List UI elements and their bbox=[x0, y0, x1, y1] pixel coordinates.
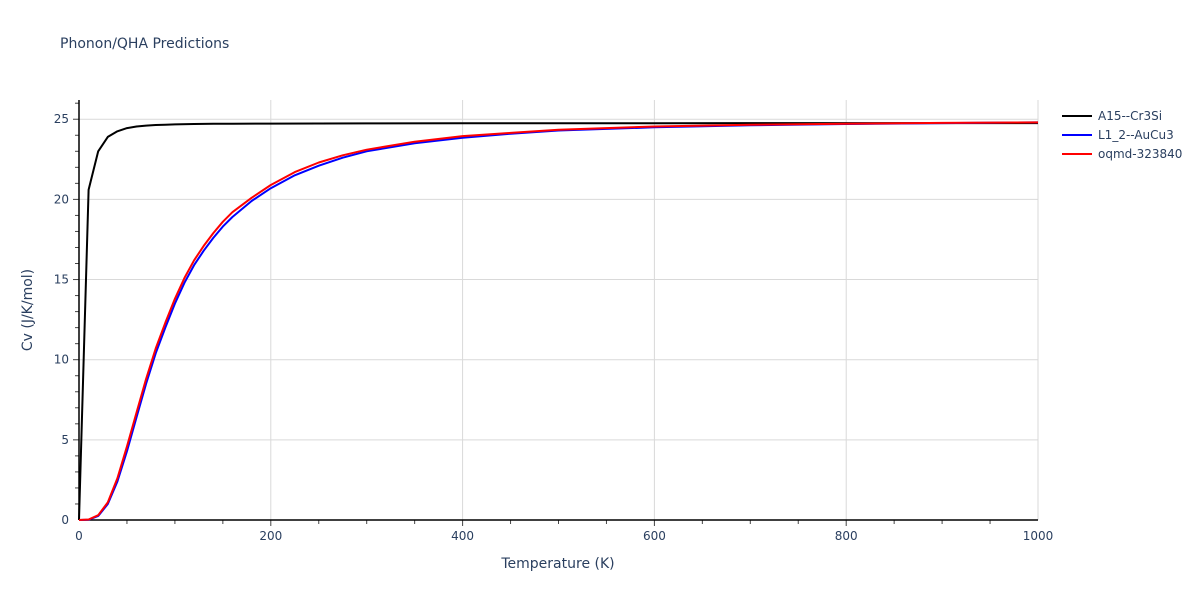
legend-label: L1_2--AuCu3 bbox=[1098, 127, 1174, 142]
y-tick-label: 15 bbox=[54, 273, 69, 287]
legend: A15--Cr3Si L1_2--AuCu3 oqmd-323840 bbox=[1062, 106, 1182, 163]
y-tick-label: 25 bbox=[54, 112, 69, 126]
x-tick-label: 200 bbox=[259, 529, 282, 543]
y-tick-label: 0 bbox=[61, 513, 69, 527]
legend-line-icon bbox=[1062, 152, 1092, 155]
axes bbox=[73, 100, 1038, 526]
chart-title: Phonon/QHA Predictions bbox=[60, 36, 230, 52]
x-tick-label: 400 bbox=[451, 529, 474, 543]
series-line-oqmd-323840[interactable] bbox=[78, 121, 1039, 521]
x-tick-label: 800 bbox=[835, 529, 858, 543]
grid-lines bbox=[79, 100, 1039, 520]
x-tick-label: 600 bbox=[643, 529, 666, 543]
series-line-a15-cr3si[interactable] bbox=[78, 122, 1038, 521]
y-axis-title: Cv (J/K/mol) bbox=[20, 269, 36, 351]
x-tick-label: 0 bbox=[75, 529, 83, 543]
x-tick-label: 1000 bbox=[1023, 529, 1054, 543]
y-tick-label: 5 bbox=[61, 433, 69, 447]
tick-labels: 0 200 400 600 800 1000 0 5 10 15 20 25 bbox=[54, 112, 1054, 543]
legend-line-icon bbox=[1062, 133, 1092, 136]
legend-line-icon bbox=[1062, 114, 1092, 117]
y-tick-label: 20 bbox=[54, 192, 69, 206]
series-line-l1-2-aucu3[interactable] bbox=[78, 121, 1039, 521]
legend-item-a15-cr3si[interactable]: A15--Cr3Si bbox=[1062, 106, 1182, 125]
legend-label: oqmd-323840 bbox=[1098, 146, 1183, 161]
series-lines bbox=[78, 121, 1039, 521]
x-axis-title: Temperature (K) bbox=[500, 556, 614, 572]
legend-label: A15--Cr3Si bbox=[1098, 108, 1163, 123]
y-tick-label: 10 bbox=[54, 353, 69, 367]
legend-item-oqmd-323840[interactable]: oqmd-323840 bbox=[1062, 144, 1182, 163]
legend-item-l1-2-aucu3[interactable]: L1_2--AuCu3 bbox=[1062, 125, 1182, 144]
